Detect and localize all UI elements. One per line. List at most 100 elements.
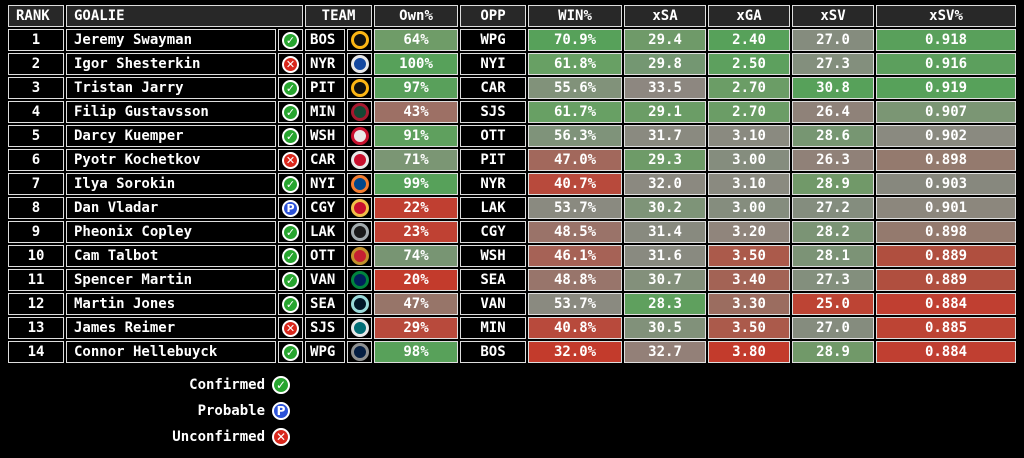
xsa-cell: 32.7: [624, 341, 707, 363]
column-header-win-pct: WIN%: [528, 5, 623, 27]
probable-status-icon: P: [272, 402, 290, 420]
goalie-name-cell: Spencer Martin: [66, 269, 276, 291]
column-header-own-pct: Own%: [374, 5, 459, 27]
confirmed-status-icon: ✓: [282, 295, 299, 313]
team-abbrev-cell: NYI: [305, 173, 346, 195]
confirmed-status-icon: ✓: [282, 271, 299, 289]
xsv-cell: 28.2: [792, 221, 875, 243]
win-pct-cell: 32.0%: [528, 341, 623, 363]
goalie-name-cell: Dan Vladar: [66, 197, 276, 219]
unconfirmed-status-icon: ✕: [282, 319, 299, 337]
xsa-cell: 29.3: [624, 149, 707, 171]
own-pct-cell: 47%: [374, 293, 459, 315]
xsv-pct-cell: 0.918: [876, 29, 1017, 51]
table-row: 3 Tristan Jarry ✓ PIT 97% CAR 55.6% 33.5 2.7…: [8, 77, 1017, 99]
column-header-opp: OPP: [460, 5, 527, 27]
xsa-cell: 30.2: [624, 197, 707, 219]
rank-cell: 9: [8, 221, 64, 243]
own-pct-cell: 98%: [374, 341, 459, 363]
xsa-cell: 31.4: [624, 221, 707, 243]
xsa-cell: 31.7: [624, 125, 707, 147]
unconfirmed-status-icon: ✕: [282, 55, 299, 73]
xsv-cell: 27.2: [792, 197, 875, 219]
rank-cell: 10: [8, 245, 64, 267]
team-abbrev-cell: SEA: [305, 293, 346, 315]
opp-cell: CGY: [460, 221, 527, 243]
rank-cell: 5: [8, 125, 64, 147]
team-abbrev-cell: WSH: [305, 125, 346, 147]
status-cell: ✓: [278, 101, 304, 123]
xsa-cell: 29.8: [624, 53, 707, 75]
team-logo-cell: [347, 293, 373, 315]
xga-cell: 3.00: [708, 149, 791, 171]
own-pct-cell: 91%: [374, 125, 459, 147]
team-logo-cell: [347, 269, 373, 291]
status-cell: ✓: [278, 341, 304, 363]
table-row: 12 Martin Jones ✓ SEA 47% VAN 53.7% 28.3 3.3…: [8, 293, 1017, 315]
xsv-cell: 27.0: [792, 317, 875, 339]
lak-team-logo-icon: [350, 223, 369, 241]
confirmed-status-icon: ✓: [282, 343, 299, 361]
status-cell: ✓: [278, 221, 304, 243]
team-abbrev-cell: VAN: [305, 269, 346, 291]
car-team-logo-icon: [350, 151, 369, 169]
xsv-pct-cell: 0.902: [876, 125, 1017, 147]
team-logo-cell: [347, 149, 373, 171]
table-row: 14 Connor Hellebuyck ✓ WPG 98% BOS 32.0% 32…: [8, 341, 1017, 363]
bos-team-logo-icon: [350, 31, 369, 49]
table-row: 6 Pyotr Kochetkov ✕ CAR 71% PIT 47.0% 29.3 3…: [8, 149, 1017, 171]
xsv-pct-cell: 0.884: [876, 341, 1017, 363]
xsv-pct-cell: 0.907: [876, 101, 1017, 123]
xga-cell: 3.20: [708, 221, 791, 243]
win-pct-cell: 61.7%: [528, 101, 623, 123]
team-logo-cell: [347, 317, 373, 339]
xga-cell: 3.10: [708, 173, 791, 195]
legend-item: Confirmed ✓: [0, 376, 290, 394]
column-header-xsv: xSV: [792, 5, 875, 27]
opp-cell: NYI: [460, 53, 527, 75]
xga-cell: 3.10: [708, 125, 791, 147]
opp-cell: WSH: [460, 245, 527, 267]
team-abbrev-cell: NYR: [305, 53, 346, 75]
goalie-name-cell: Pyotr Kochetkov: [66, 149, 276, 171]
unconfirmed-status-icon: ✕: [282, 151, 299, 169]
xsv-pct-cell: 0.919: [876, 77, 1017, 99]
status-cell: ✓: [278, 125, 304, 147]
goalie-name-cell: Igor Shesterkin: [66, 53, 276, 75]
opp-cell: BOS: [460, 341, 527, 363]
goalie-rankings-page: RANK GOALIE TEAM Own% OPP WIN% xSA xGA xSV xSV% 1…: [0, 3, 1024, 458]
team-logo-cell: [347, 173, 373, 195]
team-abbrev-cell: PIT: [305, 77, 346, 99]
opp-cell: PIT: [460, 149, 527, 171]
rank-cell: 4: [8, 101, 64, 123]
win-pct-cell: 55.6%: [528, 77, 623, 99]
rank-cell: 13: [8, 317, 64, 339]
win-pct-cell: 47.0%: [528, 149, 623, 171]
status-cell: ✕: [278, 53, 304, 75]
status-legend: Confirmed ✓ Probable P Unconfirmed ✕: [0, 376, 298, 446]
column-header-xsv-pct: xSV%: [876, 5, 1017, 27]
status-cell: ✓: [278, 245, 304, 267]
legend-label: Probable: [197, 403, 265, 419]
table-row: 2 Igor Shesterkin ✕ NYR 100% NYI 61.8% 29.8…: [8, 53, 1017, 75]
wpg-team-logo-icon: [350, 343, 369, 361]
xsa-cell: 30.5: [624, 317, 707, 339]
status-cell: ✓: [278, 293, 304, 315]
opp-cell: NYR: [460, 173, 527, 195]
pit-team-logo-icon: [350, 79, 369, 97]
team-logo-cell: [347, 341, 373, 363]
own-pct-cell: 71%: [374, 149, 459, 171]
rank-cell: 8: [8, 197, 64, 219]
xsv-cell: 27.3: [792, 53, 875, 75]
xsv-cell: 28.1: [792, 245, 875, 267]
opp-cell: OTT: [460, 125, 527, 147]
ott-team-logo-icon: [350, 247, 369, 265]
unconfirmed-status-icon: ✕: [272, 428, 290, 446]
xga-cell: 3.50: [708, 245, 791, 267]
table-row: 11 Spencer Martin ✓ VAN 20% SEA 48.8% 30.7 3…: [8, 269, 1017, 291]
xsv-pct-cell: 0.916: [876, 53, 1017, 75]
xga-cell: 2.40: [708, 29, 791, 51]
xsv-cell: 28.9: [792, 173, 875, 195]
win-pct-cell: 48.8%: [528, 269, 623, 291]
status-cell: P: [278, 197, 304, 219]
